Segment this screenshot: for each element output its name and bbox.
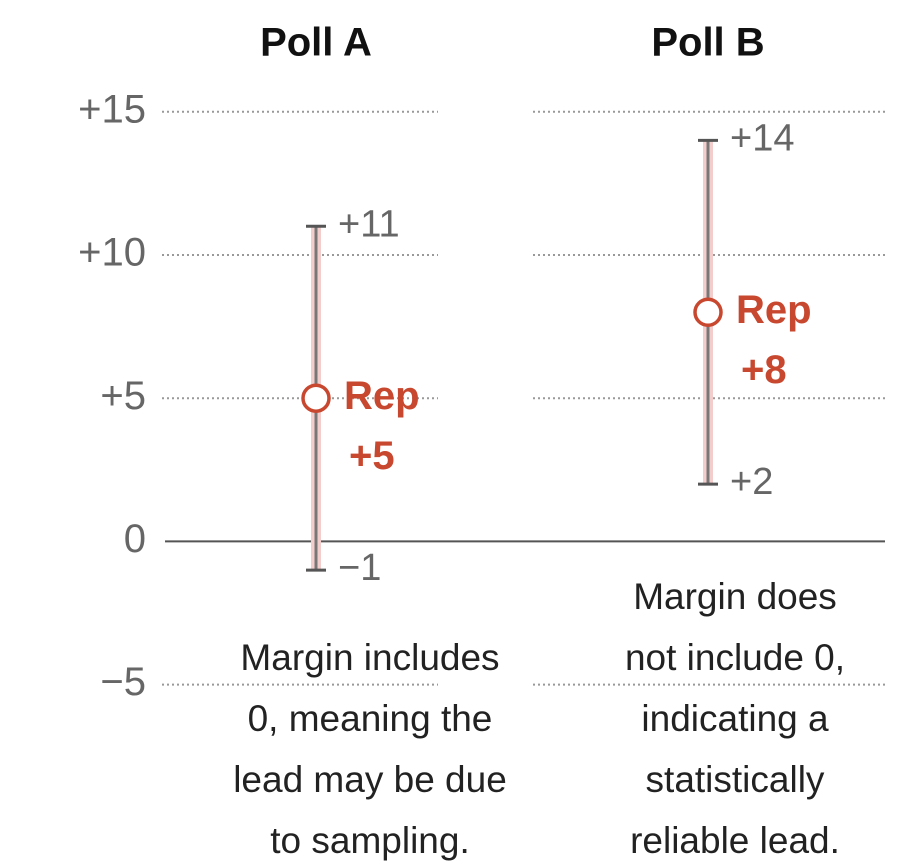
point (301, 383, 331, 413)
value-label: Rep (344, 374, 420, 418)
annotation: lead may be due (233, 759, 507, 800)
panel-title: Poll A (260, 21, 372, 65)
value-label: Rep (736, 288, 812, 332)
high-label: +14 (730, 117, 794, 159)
y-tick-label: +5 (100, 374, 146, 418)
annotation: to sampling. (270, 820, 470, 861)
annotation: 0, meaning the (248, 698, 493, 739)
y-tick-label: −5 (100, 660, 146, 704)
annotation: Margin does (633, 576, 837, 617)
annotation: Margin includes (240, 637, 499, 678)
value-label: +5 (349, 434, 395, 478)
annotation: indicating a (641, 698, 829, 739)
y-tick-label: +15 (78, 87, 146, 131)
low-label: +2 (730, 461, 773, 503)
point (693, 297, 723, 328)
value-label: +8 (741, 348, 787, 392)
panel-title: Poll B (651, 21, 764, 65)
annotation: statistically (646, 759, 825, 800)
high-label: +11 (338, 203, 400, 245)
low-label: −1 (338, 547, 381, 589)
annotation: not include 0, (625, 637, 845, 678)
annotation: reliable lead. (630, 820, 840, 861)
y-tick-label: +10 (78, 231, 146, 275)
y-tick-label: 0 (124, 517, 146, 561)
